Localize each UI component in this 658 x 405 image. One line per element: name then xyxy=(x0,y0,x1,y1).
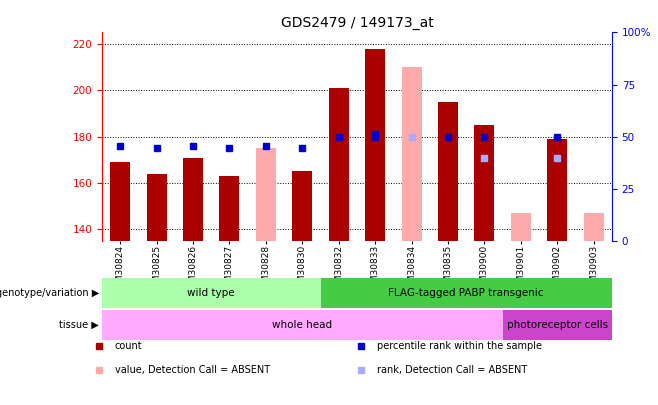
Bar xyxy=(438,102,458,241)
Bar xyxy=(503,310,612,340)
Bar xyxy=(511,213,531,241)
Text: count: count xyxy=(115,341,143,351)
Bar xyxy=(292,171,313,241)
Bar xyxy=(256,148,276,241)
Text: whole head: whole head xyxy=(272,320,332,330)
Text: rank, Detection Call = ABSENT: rank, Detection Call = ABSENT xyxy=(376,364,527,375)
Title: GDS2479 / 149173_at: GDS2479 / 149173_at xyxy=(280,16,434,30)
Text: genotype/variation ▶: genotype/variation ▶ xyxy=(0,288,99,298)
Text: photoreceptor cells: photoreceptor cells xyxy=(507,320,608,330)
Bar xyxy=(110,162,130,241)
Text: percentile rank within the sample: percentile rank within the sample xyxy=(376,341,542,351)
Text: FLAG-tagged PABP transgenic: FLAG-tagged PABP transgenic xyxy=(388,288,544,298)
Bar xyxy=(320,278,612,308)
Text: value, Detection Call = ABSENT: value, Detection Call = ABSENT xyxy=(115,364,270,375)
Bar xyxy=(220,176,240,241)
Text: tissue ▶: tissue ▶ xyxy=(59,320,99,330)
Bar xyxy=(401,67,422,241)
Bar xyxy=(147,174,166,241)
Bar xyxy=(102,310,503,340)
Bar xyxy=(102,278,320,308)
Bar xyxy=(547,139,567,241)
Bar xyxy=(183,158,203,241)
Text: wild type: wild type xyxy=(188,288,235,298)
Bar xyxy=(365,49,385,241)
Bar xyxy=(329,88,349,241)
Bar xyxy=(474,125,494,241)
Bar xyxy=(584,213,604,241)
